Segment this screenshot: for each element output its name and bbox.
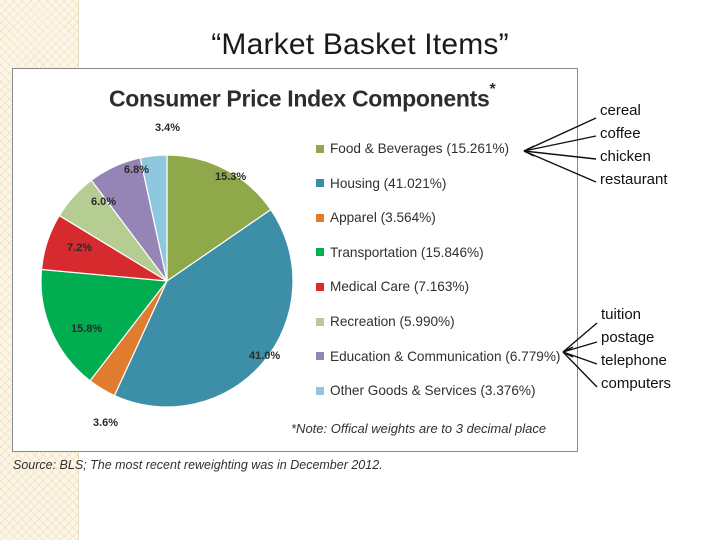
legend-swatch xyxy=(316,282,324,291)
slice-label: 6.8% xyxy=(124,164,149,176)
legend-item: Housing (41.021%) xyxy=(316,176,446,191)
slide-title: “Market Basket Items” xyxy=(211,28,509,61)
legend-item: Education & Communication (6.779%) xyxy=(316,349,560,364)
slice-label: 7.2% xyxy=(67,242,92,254)
legend-swatch xyxy=(316,179,324,188)
legend-item: Apparel (3.564%) xyxy=(316,210,436,225)
slice-label: 3.6% xyxy=(93,417,118,429)
annotation-item: tuition xyxy=(601,306,642,323)
chart-title-text: Consumer Price Index Components xyxy=(109,85,490,112)
legend-label: Education & Communication (6.779%) xyxy=(330,348,561,364)
legend-item: Medical Care (7.163%) xyxy=(316,279,469,294)
annotation-item: restaurant xyxy=(600,171,668,188)
legend-label: Other Goods & Services (3.376%) xyxy=(330,383,536,399)
annotation-item: chicken xyxy=(600,148,651,165)
pie-slice xyxy=(139,154,168,282)
chart-title-marker: * xyxy=(489,81,496,98)
legend-swatch xyxy=(316,144,324,153)
legend-label: Transportation (15.846%) xyxy=(330,244,484,260)
legend-swatch xyxy=(316,213,324,222)
legend-label: Medical Care (7.163%) xyxy=(330,279,470,295)
pie-chart: 15.3% 41.0% 3.6% 15.8% 7.2% 6.0% 6.8% 3.4% xyxy=(40,122,294,429)
legend-label: Housing (41.021%) xyxy=(330,175,447,191)
annotation-list-bottom: tuition postage telephone computers xyxy=(601,303,671,395)
chart-title: Consumer Price Index Components* xyxy=(109,81,496,113)
annotation-item: postage xyxy=(601,329,655,346)
source-note: Source: BLS; The most recent reweighting… xyxy=(13,458,383,472)
legend-label: Apparel (3.564%) xyxy=(330,210,436,226)
annotation-item: coffee xyxy=(600,125,641,142)
legend-item: Food & Beverages (15.261%) xyxy=(316,141,509,156)
annotation-item: telephone xyxy=(601,352,667,369)
pie-slice xyxy=(40,268,169,382)
legend-swatch xyxy=(316,352,324,361)
legend-item: Other Goods & Services (3.376%) xyxy=(316,383,536,398)
legend-swatch xyxy=(316,386,324,395)
chart-note: *Note: Offical weights are to 3 decimal … xyxy=(291,421,547,436)
legend-swatch xyxy=(316,248,324,257)
legend-label: Recreation (5.990%) xyxy=(330,314,455,329)
legend-item: Transportation (15.846%) xyxy=(316,245,484,260)
slice-label: 6.0% xyxy=(91,196,116,208)
slice-label: 41.0% xyxy=(249,350,280,362)
annotation-item: cereal xyxy=(600,102,641,119)
pie-slice xyxy=(166,154,272,283)
legend-label: Food & Beverages (15.261%) xyxy=(330,141,510,156)
legend-swatch xyxy=(316,317,324,326)
pie-slice xyxy=(113,208,294,408)
legend-item: Recreation (5.990%) xyxy=(316,314,455,329)
annotation-list-top: cereal coffee chicken restaurant xyxy=(600,99,668,191)
cpi-chart: 15.3% 41.0% 3.6% 15.8% 7.2% 6.0% 6.8% 3.4% Cons… xyxy=(12,68,578,452)
annotation-item: computers xyxy=(601,375,672,392)
slice-label: 15.3% xyxy=(215,171,246,183)
slice-label: 15.8% xyxy=(71,323,102,335)
slice-label: 3.4% xyxy=(155,122,180,134)
